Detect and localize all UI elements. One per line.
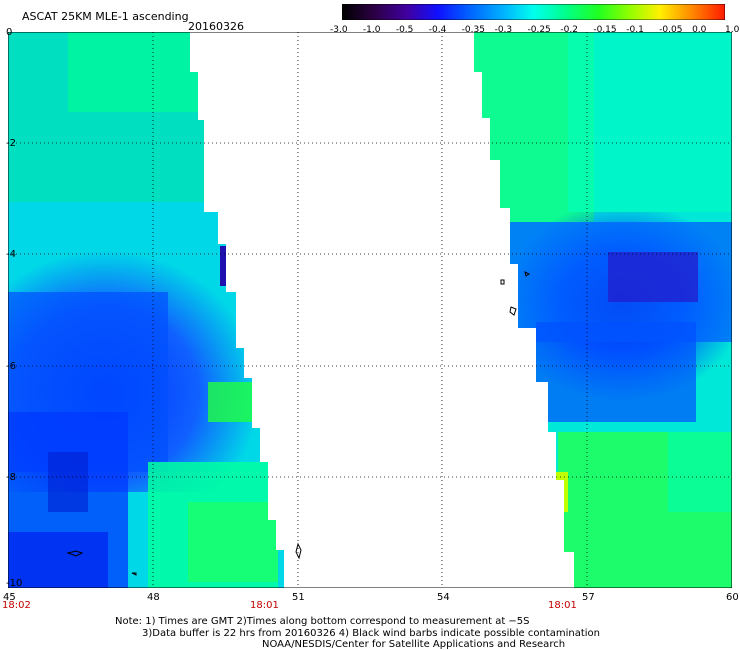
x-tick-60: 60 bbox=[726, 592, 739, 603]
color-scale-label: -0.1 bbox=[626, 25, 644, 35]
y-tick-6: -6 bbox=[6, 361, 16, 372]
note-line-3: NOAA/NESDIS/Center for Satellite Applica… bbox=[262, 639, 566, 650]
color-scale-label: -0.35 bbox=[461, 25, 485, 35]
x-tick-51: 51 bbox=[292, 592, 305, 603]
chart-date: 20160326 bbox=[188, 20, 244, 33]
pass-time-right: 18:01 bbox=[548, 600, 577, 611]
color-scale-label: -0.5 bbox=[395, 25, 414, 35]
pass-time-middle: 18:01 bbox=[250, 600, 279, 611]
note-line-2: 3)Data buffer is 22 hrs from 20160326 4)… bbox=[142, 628, 600, 639]
x-tick-54: 54 bbox=[437, 592, 450, 603]
y-tick-4: -4 bbox=[6, 249, 16, 260]
color-scale-label: -0.2 bbox=[560, 25, 578, 35]
color-scale-label: -3.0 bbox=[330, 25, 348, 35]
right-swath bbox=[474, 32, 732, 588]
color-scale-label: 0.0 bbox=[692, 25, 707, 35]
color-scale-label: -0.05 bbox=[659, 25, 683, 35]
coastline-outlines bbox=[66, 271, 530, 576]
y-tick-2: -2 bbox=[6, 138, 16, 149]
chart-title: ASCAT 25KM MLE-1 ascending bbox=[22, 10, 189, 23]
color-scale-label: -1.0 bbox=[362, 25, 381, 35]
lat-lon-grid bbox=[8, 32, 732, 588]
color-scale-label: -0.4 bbox=[428, 25, 447, 35]
color-scale-label: -0.15 bbox=[593, 25, 617, 35]
x-tick-57: 57 bbox=[582, 592, 595, 603]
x-tick-45: 45 bbox=[3, 592, 16, 603]
x-tick-48: 48 bbox=[147, 592, 160, 603]
y-tick-10: -10 bbox=[6, 578, 23, 589]
left-swath bbox=[8, 32, 284, 588]
pass-time-left: 18:02 bbox=[2, 600, 31, 611]
y-tick-8: -8 bbox=[6, 472, 16, 483]
y-tick-0: 0 bbox=[6, 27, 13, 38]
color-scale-label: -0.25 bbox=[527, 25, 551, 35]
color-scale-labels: -3.0 -1.0 -0.5 -0.4 -0.35 -0.3 -0.25 -0.2 -0.15-… bbox=[330, 25, 740, 39]
color-scale-label: -0.3 bbox=[494, 25, 513, 35]
wind-map bbox=[8, 32, 732, 588]
color-scale-bar bbox=[342, 4, 725, 20]
note-line-1: Note: 1) Times are GMT 2)Times along bot… bbox=[115, 616, 530, 627]
color-scale-label: 1.0 bbox=[725, 25, 740, 35]
